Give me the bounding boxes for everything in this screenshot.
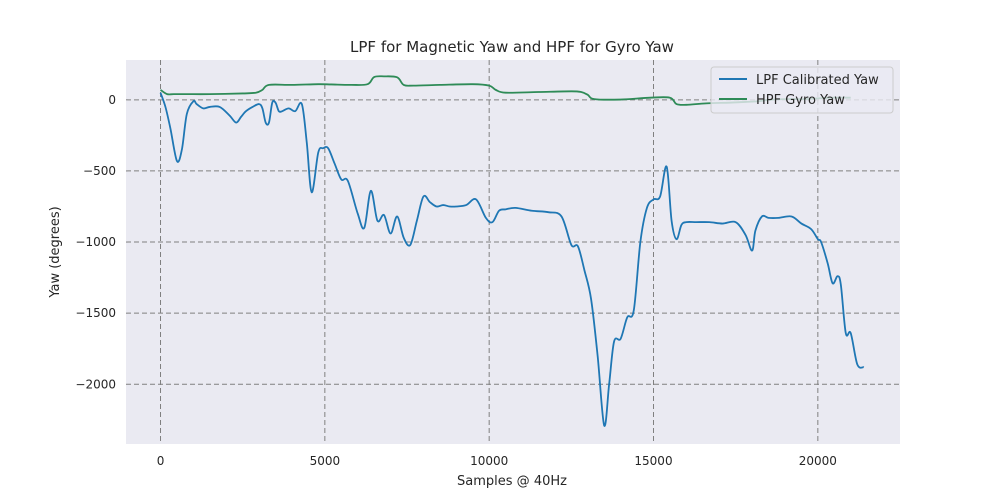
x-tick-label: 5000 bbox=[310, 454, 341, 468]
x-tick-label: 20000 bbox=[799, 454, 837, 468]
legend-label-hpf: HPF Gyro Yaw bbox=[756, 93, 845, 108]
x-grid bbox=[160, 60, 819, 444]
x-tick-label: 15000 bbox=[634, 454, 672, 468]
legend-box bbox=[710, 66, 894, 114]
y-tick-label: −1000 bbox=[75, 235, 116, 249]
y-tick-label: −2000 bbox=[75, 377, 116, 391]
legend-label-lpf: LPF Calibrated Yaw bbox=[756, 73, 879, 88]
y-tick-labels: 0 −500 −1000 −1500 −2000 bbox=[75, 93, 116, 391]
y-tick-label: −1500 bbox=[75, 306, 116, 320]
x-tick-labels: 0 5000 10000 15000 20000 bbox=[157, 454, 837, 468]
x-tick-label: 0 bbox=[157, 454, 165, 468]
series-line-lpf-calibrated-yaw bbox=[159, 92, 865, 427]
y-tick-label: −500 bbox=[83, 164, 116, 178]
chart-title: LPF for Magnetic Yaw and HPF for Gyro Ya… bbox=[350, 38, 674, 56]
x-axis-label: Samples @ 40Hz bbox=[457, 474, 567, 489]
legend: LPF Calibrated Yaw HPF Gyro Yaw bbox=[710, 66, 894, 114]
y-axis-label: Yaw (degrees) bbox=[48, 206, 63, 298]
plot-area bbox=[126, 60, 900, 444]
x-tick-label: 10000 bbox=[470, 454, 508, 468]
y-tick-label: 0 bbox=[108, 93, 116, 107]
